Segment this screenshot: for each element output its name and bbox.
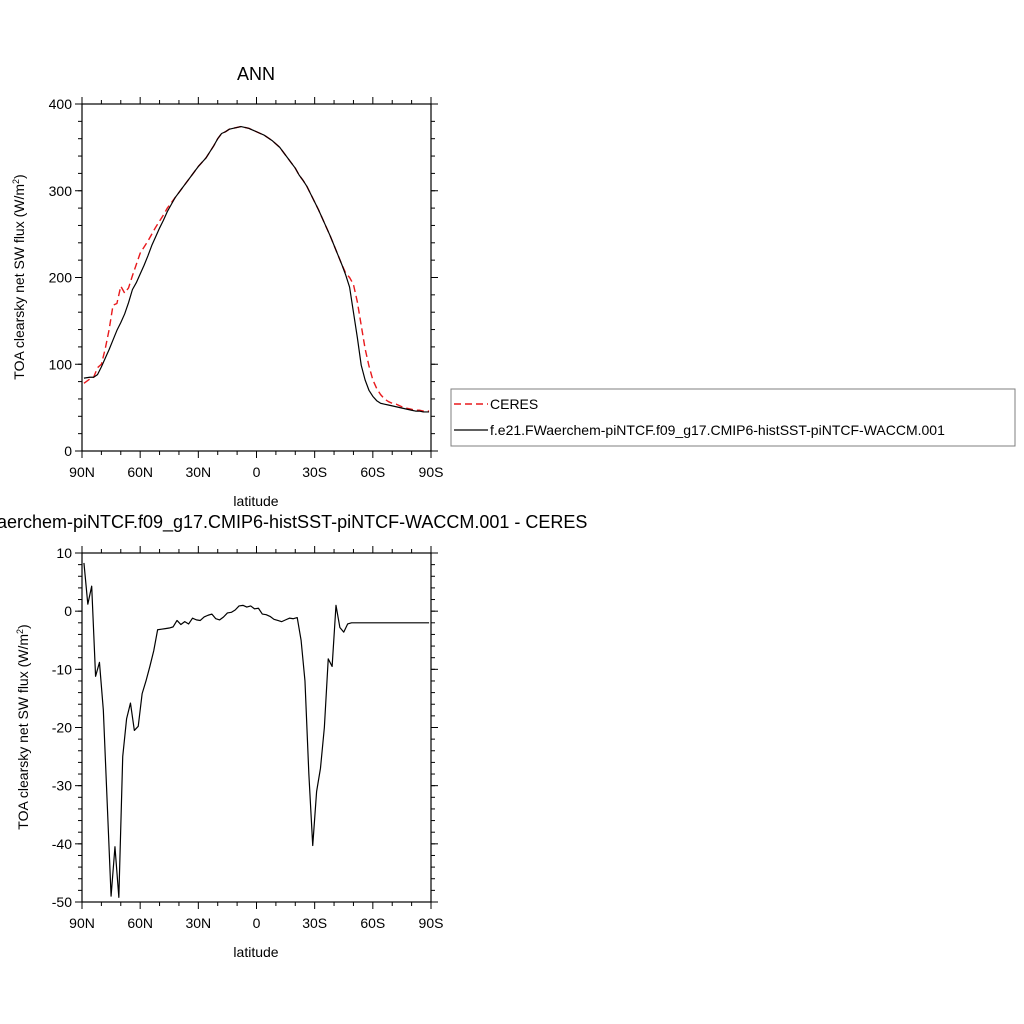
y-tick-label: 300: [49, 183, 73, 199]
x-tick-label: 0: [253, 915, 261, 931]
x-tick-label: 0: [253, 464, 261, 480]
x-tick-label: 30S: [302, 915, 327, 931]
top-chart-ylabel: TOA clearsky net SW flux (W/m2): [11, 174, 27, 379]
x-tick-label: 60S: [360, 464, 385, 480]
top-chart-x-tick-labels: 90N 60N 30N 0 30S 60S 90S: [69, 464, 443, 480]
bottom-chart-y-tick-labels: 10 0 -10 -20 -30 -40 -50: [52, 545, 72, 910]
x-tick-label: 90S: [419, 915, 444, 931]
bottom-chart-lines: [83, 562, 430, 898]
y-tick-label: 10: [56, 545, 72, 561]
bottom-chart-x-tick-labels: 90N 60N 30N 0 30S 60S 90S: [69, 915, 443, 931]
y-tick-label: -40: [52, 836, 72, 852]
bottom-chart-ylabel: TOA clearsky net SW flux (W/m2): [15, 624, 31, 829]
series-line-model: [83, 125, 430, 413]
series-line-difference: [83, 562, 430, 898]
x-tick-label: 90S: [419, 464, 444, 480]
top-chart-ticks: [75, 97, 438, 458]
y-tick-label: 0: [64, 443, 72, 459]
legend-label-model: f.e21.FWaerchem-piNTCF.f09_g17.CMIP6-his…: [490, 422, 945, 438]
y-tick-label: 100: [49, 356, 73, 372]
y-tick-label: 400: [49, 96, 73, 112]
legend: CERES f.e21.FWaerchem-piNTCF.f09_g17.CMI…: [450, 388, 1016, 447]
top-chart-title: ANN: [237, 64, 275, 84]
bottom-chart-xlabel: latitude: [233, 944, 278, 960]
bottom-chart-title: f.e21.FWaerchem-piNTCF.f09_g17.CMIP6-his…: [0, 512, 587, 533]
top-chart-panel: ANN 90N 60N 30N 0 30S 60S 90S 0 100 200 300 400 la…: [11, 64, 443, 509]
x-tick-label: 30N: [185, 915, 211, 931]
y-tick-label: -10: [52, 661, 72, 677]
x-tick-label: 60N: [127, 464, 153, 480]
x-tick-label: 30N: [185, 464, 211, 480]
x-tick-label: 90N: [69, 915, 95, 931]
x-tick-label: 30S: [302, 464, 327, 480]
y-tick-label: 0: [64, 603, 72, 619]
bottom-chart-frame: [81, 552, 432, 903]
top-chart-xlabel: latitude: [233, 493, 278, 509]
legend-box: [450, 388, 1016, 447]
top-chart-lines: [83, 125, 430, 413]
y-tick-label: 200: [49, 270, 73, 286]
x-tick-label: 60N: [127, 915, 153, 931]
y-tick-label: -20: [52, 720, 72, 736]
y-tick-label: -30: [52, 778, 72, 794]
legend-label-ceres: CERES: [490, 396, 538, 412]
bottom-chart-ticks: [75, 546, 438, 909]
bottom-chart-panel: f.e21.FWaerchem-piNTCF.f09_g17.CMIP6-his…: [0, 512, 587, 960]
top-chart-y-tick-labels: 0 100 200 300 400: [49, 96, 73, 459]
x-tick-label: 60S: [360, 915, 385, 931]
top-chart-frame: [81, 103, 432, 452]
x-tick-label: 90N: [69, 464, 95, 480]
y-tick-label: -50: [52, 894, 72, 910]
